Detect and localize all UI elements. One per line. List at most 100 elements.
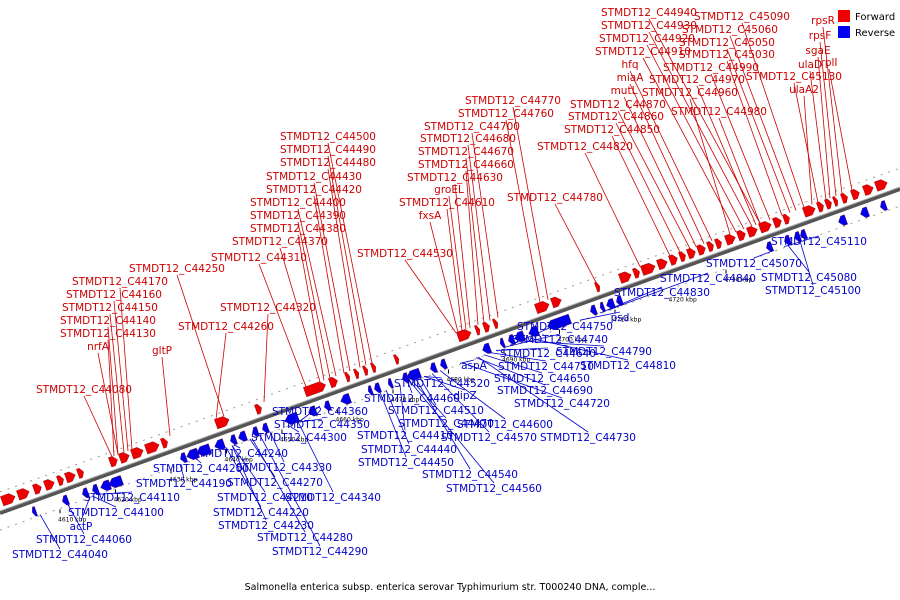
reverse-gene-arrow[interactable]: [481, 342, 492, 355]
forward-gene-arrow[interactable]: [678, 250, 687, 263]
forward-gene-arrow[interactable]: [656, 257, 669, 271]
reverse-gene-label[interactable]: STMDT12_C44280: [257, 532, 353, 544]
reverse-gene-arrow[interactable]: [439, 358, 448, 370]
reverse-gene-arrow[interactable]: [837, 214, 848, 227]
forward-gene-arrow[interactable]: [550, 295, 563, 309]
forward-gene-arrow[interactable]: [118, 451, 131, 464]
forward-gene-label[interactable]: STMDT12_C44850: [564, 124, 660, 136]
forward-gene-label[interactable]: STMDT12_C45130: [746, 71, 842, 83]
reverse-gene-label[interactable]: STMDT12_C44290: [272, 546, 368, 558]
reverse-gene-label[interactable]: STMDT12_C44640: [500, 348, 596, 360]
reverse-gene-label[interactable]: psd: [611, 312, 630, 324]
forward-gene-label[interactable]: STMDT12_C44420: [266, 184, 362, 196]
forward-gene-arrow[interactable]: [353, 368, 360, 380]
reverse-gene-arrow[interactable]: [229, 434, 238, 445]
forward-gene-label[interactable]: rplI: [821, 57, 838, 69]
forward-gene-label[interactable]: groEL: [434, 184, 464, 196]
forward-gene-arrow[interactable]: [758, 220, 773, 234]
forward-gene-label[interactable]: STMDT12_C44150: [62, 302, 158, 314]
forward-gene-arrow[interactable]: [594, 281, 601, 293]
forward-gene-label[interactable]: STMDT12_C44080: [36, 384, 132, 396]
reverse-gene-label[interactable]: STMDT12_C44750: [517, 321, 613, 333]
forward-gene-label[interactable]: miaA: [617, 72, 645, 84]
forward-gene-arrow[interactable]: [696, 243, 707, 256]
reverse-gene-label[interactable]: STMDT12_C44830: [614, 287, 710, 299]
reverse-gene-arrow[interactable]: [283, 411, 300, 426]
reverse-gene-arrow[interactable]: [237, 430, 248, 443]
reverse-gene-label[interactable]: STMDT12_C44470: [398, 418, 494, 430]
reverse-gene-label[interactable]: STMDT12_C44690: [497, 385, 593, 397]
forward-gene-arrow[interactable]: [772, 216, 783, 229]
reverse-gene-arrow[interactable]: [387, 377, 394, 389]
reverse-gene-label[interactable]: STMDT12_C44790: [556, 346, 652, 358]
forward-gene-arrow[interactable]: [108, 455, 119, 468]
forward-gene-arrow[interactable]: [840, 192, 849, 204]
forward-gene-label[interactable]: rpsR: [811, 15, 835, 27]
forward-gene-arrow[interactable]: [43, 478, 56, 491]
forward-gene-label[interactable]: STMDT12_C44980: [671, 106, 767, 118]
forward-gene-label[interactable]: STMDT12_C44920: [599, 33, 695, 45]
reverse-gene-arrow[interactable]: [195, 443, 212, 458]
forward-gene-arrow[interactable]: [328, 376, 339, 389]
reverse-gene-arrow[interactable]: [107, 475, 124, 489]
forward-gene-arrow[interactable]: [746, 225, 759, 238]
forward-gene-arrow[interactable]: [64, 470, 77, 484]
reverse-gene-label[interactable]: STMDT12_C45080: [761, 272, 857, 284]
forward-gene-arrow[interactable]: [214, 415, 231, 430]
forward-gene-label[interactable]: STMDT12_C44310: [211, 252, 307, 264]
reverse-gene-label[interactable]: STMDT12_C44510: [388, 405, 484, 417]
reverse-gene-label[interactable]: STMDT12_C44570: [441, 432, 537, 444]
reverse-gene-label[interactable]: dipZ: [453, 390, 476, 402]
reverse-gene-label[interactable]: STMDT12_C44740: [512, 334, 608, 346]
reverse-gene-label[interactable]: STMDT12_C44360: [272, 406, 368, 418]
forward-gene-arrow[interactable]: [724, 233, 737, 246]
reverse-gene-label[interactable]: STMDT12_C44650: [494, 373, 590, 385]
reverse-gene-arrow[interactable]: [185, 447, 200, 461]
reverse-gene-label[interactable]: STMDT12_C44240: [192, 448, 288, 460]
reverse-gene-arrow[interactable]: [793, 231, 802, 242]
forward-gene-label[interactable]: STMDT12_C44930: [601, 20, 697, 32]
forward-gene-label[interactable]: STMDT12_C44860: [568, 111, 664, 123]
forward-gene-label[interactable]: STMDT12_C44770: [465, 95, 561, 107]
forward-gene-label[interactable]: STMDT12_C44680: [420, 133, 516, 145]
reverse-gene-label[interactable]: STMDT12_C44560: [446, 483, 542, 495]
forward-gene-label[interactable]: STMDT12_C44250: [129, 263, 225, 275]
forward-gene-arrow[interactable]: [492, 318, 499, 330]
forward-gene-label[interactable]: STMDT12_C44480: [280, 157, 376, 169]
reverse-gene-arrow[interactable]: [213, 438, 226, 452]
reverse-gene-label[interactable]: STMDT12_C44720: [514, 398, 610, 410]
reverse-gene-arrow[interactable]: [879, 200, 888, 211]
forward-gene-label[interactable]: STMDT12_C44940: [601, 7, 697, 19]
forward-gene-label[interactable]: STMDT12_C44320: [220, 302, 316, 314]
reverse-gene-label[interactable]: STMDT12_C44410: [357, 430, 453, 442]
forward-gene-arrow[interactable]: [632, 267, 641, 279]
reverse-gene-label[interactable]: STMDT12_C45100: [765, 285, 861, 297]
reverse-gene-label[interactable]: STMDT12_C44710: [498, 361, 594, 373]
reverse-gene-label[interactable]: STMDT12_C44330: [236, 462, 332, 474]
forward-gene-label[interactable]: fxsA: [419, 210, 442, 222]
forward-gene-arrow[interactable]: [76, 467, 85, 479]
forward-gene-arrow[interactable]: [370, 362, 377, 373]
forward-gene-arrow[interactable]: [16, 487, 31, 501]
forward-gene-label[interactable]: ulaA2: [789, 84, 819, 96]
reverse-gene-arrow[interactable]: [615, 295, 624, 306]
forward-gene-label[interactable]: STMDT12_C44130: [60, 328, 156, 340]
reverse-gene-label[interactable]: STMDT12_C44350: [274, 419, 370, 431]
forward-gene-label[interactable]: STMDT12_C45030: [679, 49, 775, 61]
reverse-gene-label[interactable]: STMDT12_C44540: [422, 469, 518, 481]
forward-gene-label[interactable]: STMDT12_C44400: [250, 197, 346, 209]
forward-gene-label[interactable]: gltP: [152, 345, 172, 357]
forward-gene-arrow[interactable]: [130, 446, 145, 460]
forward-gene-arrow[interactable]: [736, 229, 747, 242]
forward-gene-arrow[interactable]: [802, 204, 817, 218]
forward-gene-arrow[interactable]: [714, 238, 723, 250]
forward-gene-arrow[interactable]: [362, 365, 369, 376]
forward-gene-label[interactable]: nrfA: [87, 341, 110, 353]
forward-gene-arrow[interactable]: [482, 321, 491, 333]
reverse-gene-label[interactable]: STMDT12_C44190: [136, 478, 232, 490]
reverse-gene-label[interactable]: STMDT12_C44300: [251, 432, 347, 444]
reverse-gene-arrow[interactable]: [339, 393, 352, 406]
reverse-gene-label[interactable]: actP: [70, 521, 93, 533]
forward-gene-arrow[interactable]: [32, 482, 43, 495]
reverse-gene-label[interactable]: STMDT12_C44220: [213, 507, 309, 519]
